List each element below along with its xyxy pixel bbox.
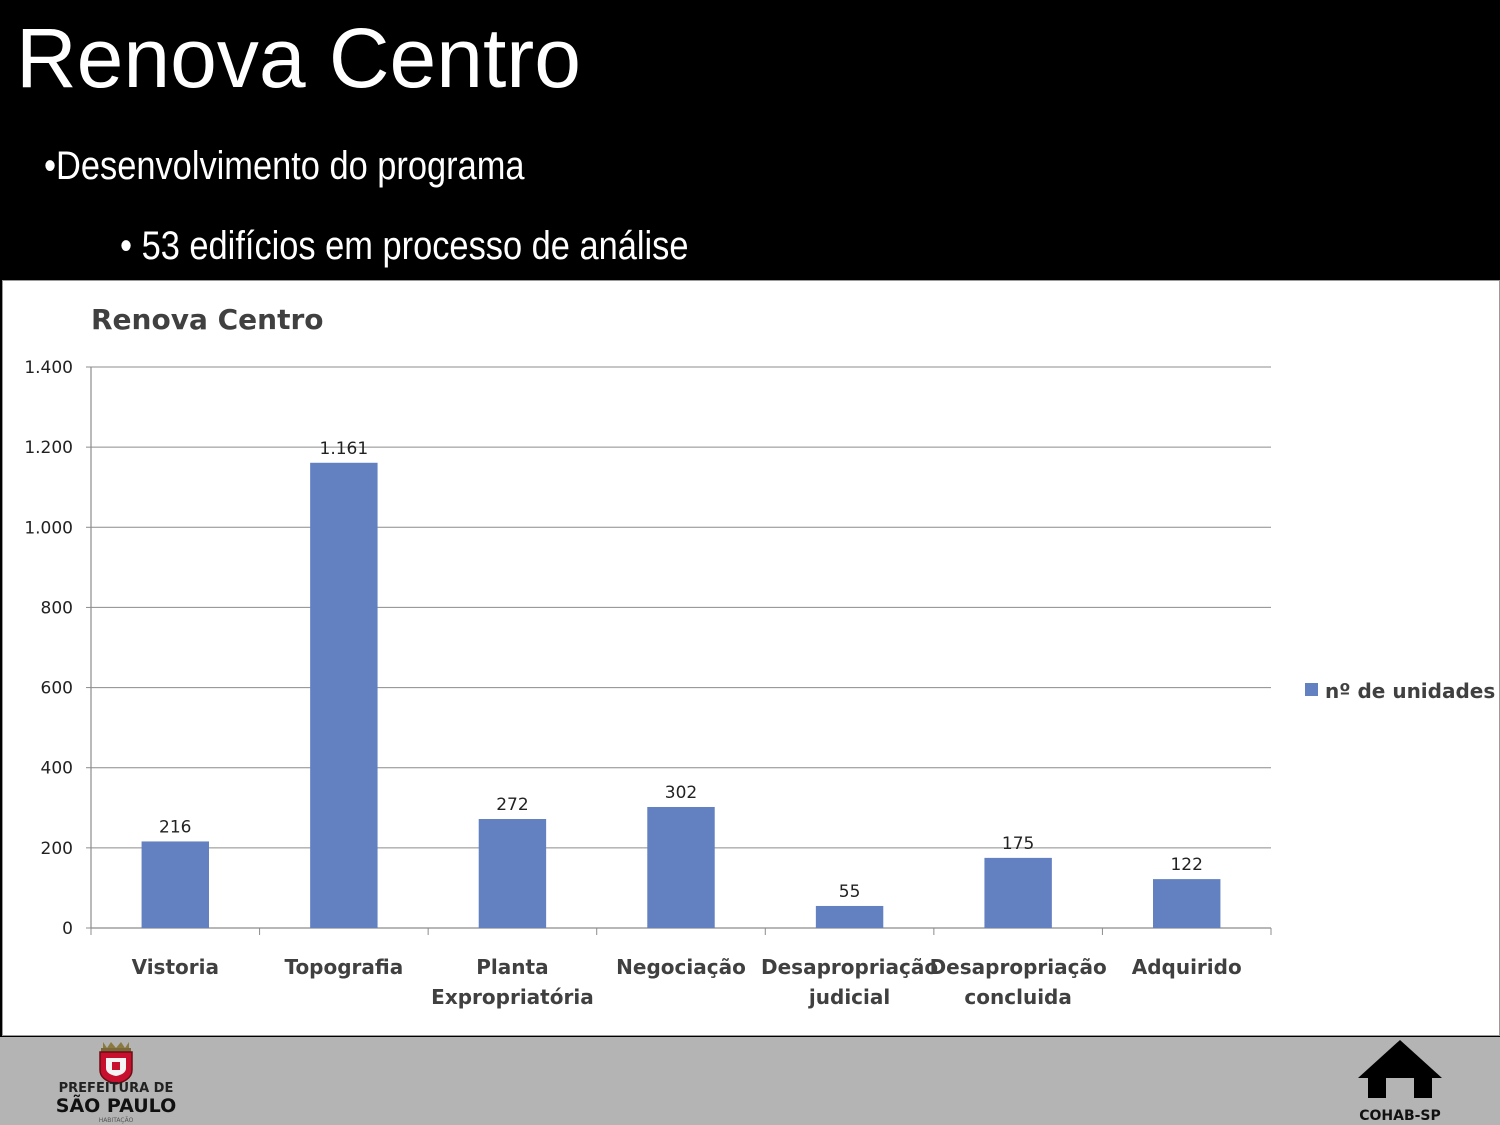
city-crest-icon <box>99 1042 133 1085</box>
x-category-label: judicial <box>808 985 890 1009</box>
bar-value-label: 302 <box>665 783 697 803</box>
y-tick-label: 1.400 <box>24 358 73 378</box>
bullet-buildings: • 53 edifícios em processo de análise <box>120 224 689 268</box>
y-axis-ticks: 0 200 400 600 800 1.000 1.200 1.400 <box>24 358 73 939</box>
house-icon <box>1358 1040 1442 1098</box>
chart-container: Renova Centro 0 200 400 600 800 1.000 1.200 1.4… <box>2 280 1500 1036</box>
y-tick-label: 600 <box>41 679 73 699</box>
legend: nº de unidades <box>1305 679 1495 703</box>
bar <box>815 905 884 928</box>
bullet-development: •Desenvolvimento do programa <box>44 144 525 188</box>
x-category-label: Vistoria <box>132 955 219 979</box>
y-tick-label: 0 <box>62 919 73 939</box>
slide-title: Renova Centro <box>16 11 581 105</box>
prefeitura-line1: PREFEITURA DE <box>59 1081 174 1096</box>
prefeitura-line2: SÃO PAULO <box>56 1093 176 1117</box>
y-tick-label: 800 <box>41 598 73 618</box>
x-category-label: Expropriatória <box>431 985 594 1009</box>
bar <box>984 857 1052 928</box>
cohab-text: COHAB-SP <box>1359 1108 1441 1124</box>
prefeitura-logo: PREFEITURA DE SÃO PAULO HABITAÇÃO <box>56 1042 176 1124</box>
bar-value-label: 175 <box>1002 834 1034 854</box>
chart-title: Renova Centro <box>91 303 324 336</box>
bar <box>1153 879 1221 928</box>
bar-value-label: 122 <box>1170 855 1202 875</box>
slide-footer <box>0 1037 1500 1125</box>
y-tick-label: 400 <box>41 759 73 779</box>
x-category-label: Planta <box>476 955 548 979</box>
bar <box>478 819 547 928</box>
slide-header: Renova Centro •Desenvolvimento do progra… <box>0 0 1500 278</box>
y-tick-label: 200 <box>41 839 73 859</box>
legend-label: nº de unidades <box>1325 679 1495 703</box>
x-category-label: concluida <box>964 985 1071 1009</box>
x-category-label: Desapropriação <box>761 955 938 979</box>
cohab-logo: COHAB-SP <box>1358 1040 1442 1124</box>
x-category-label: Desapropriação <box>930 955 1107 979</box>
x-axis-labels: Vistoria Topografia Planta Expropriatória Ne… <box>132 955 1242 1009</box>
bar <box>141 841 209 928</box>
bar-chart: Renova Centro 0 200 400 600 800 1.000 1.200 1.4… <box>24 303 1495 1009</box>
bar-value-label: 1.161 <box>320 439 369 459</box>
x-category-label: Negociação <box>616 955 746 979</box>
y-tick-label: 1.000 <box>24 518 73 538</box>
bar <box>310 462 378 928</box>
bars: 216 1.161 272 302 55 175 122 <box>141 439 1221 928</box>
prefeitura-line3: HABITAÇÃO <box>99 1117 134 1124</box>
bar-value-label: 55 <box>839 882 861 902</box>
bar <box>647 806 715 928</box>
bar-value-label: 216 <box>159 817 191 837</box>
bar-value-label: 272 <box>496 795 528 815</box>
y-tick-label: 1.200 <box>24 438 73 458</box>
x-category-label: Adquirido <box>1132 955 1242 979</box>
x-category-label: Topografia <box>284 955 403 979</box>
legend-swatch <box>1305 683 1318 696</box>
